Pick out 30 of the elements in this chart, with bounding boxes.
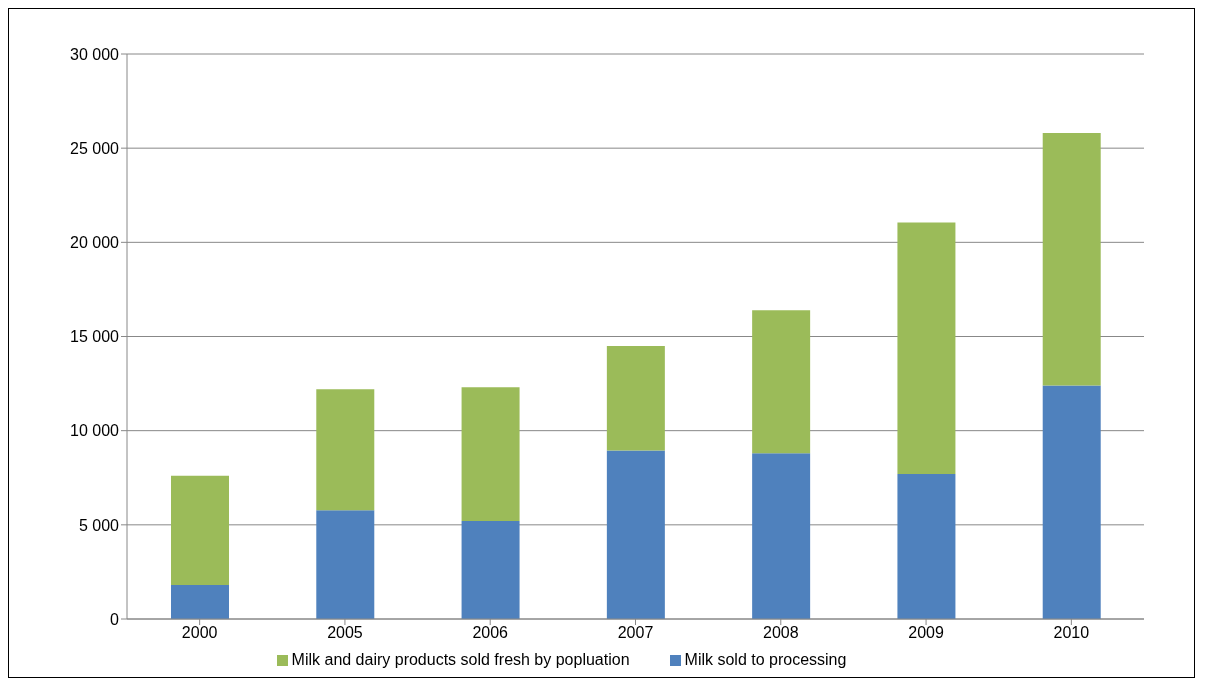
bar (897, 473, 956, 619)
bar (316, 389, 375, 511)
bar (897, 222, 956, 474)
x-tick-label: 2005 (327, 624, 363, 642)
y-tick-label: 30 000 (70, 45, 120, 63)
legend-label: Milk sold to processing (684, 651, 847, 668)
bar (316, 510, 375, 619)
x-tick-label: 2000 (181, 624, 218, 642)
x-tick-label: 2006 (472, 624, 509, 642)
bar (752, 453, 811, 619)
x-tick-label: 2009 (908, 624, 944, 642)
bar (461, 521, 520, 619)
y-tick-label: 20 000 (70, 234, 120, 252)
legend-label: Milk and dairy products sold fresh by popluation (291, 651, 630, 668)
x-tick-label: 2010 (1053, 624, 1090, 642)
bar (752, 310, 811, 454)
x-tick-label: 2007 (617, 624, 654, 642)
bar (171, 585, 229, 619)
bar (606, 450, 665, 619)
bar (461, 387, 520, 522)
y-tick-label: 15 000 (70, 328, 120, 346)
y-tick-label: 5 000 (78, 516, 120, 534)
bar (1042, 385, 1101, 619)
x-tick-label: 2008 (762, 624, 799, 642)
bar (606, 345, 665, 451)
y-tick-label: 0 (110, 610, 120, 628)
bar (1042, 133, 1101, 386)
y-tick-label: 25 000 (70, 139, 120, 157)
bar (171, 475, 229, 586)
y-tick-label: 10 000 (70, 422, 120, 440)
